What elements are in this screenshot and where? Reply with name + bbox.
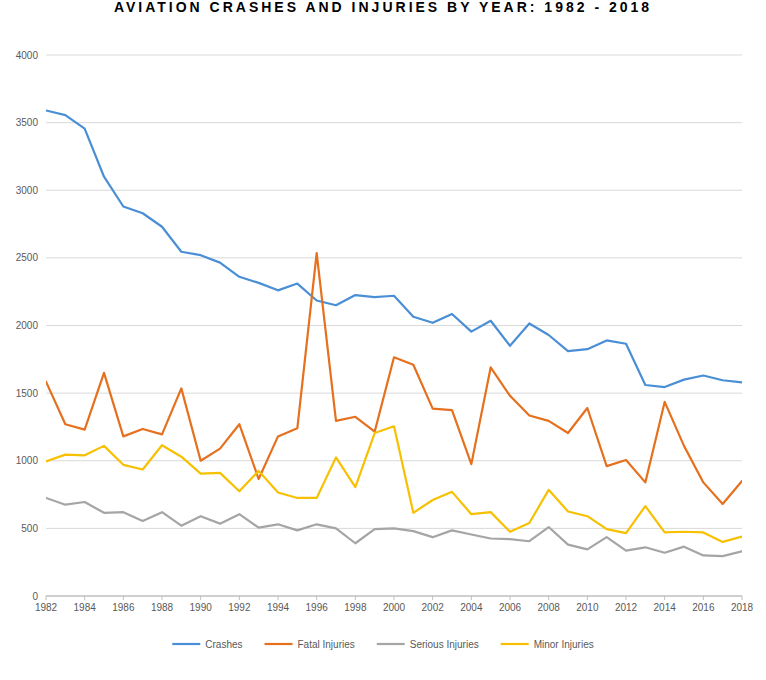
y-tick-label: 3500 [16,117,39,128]
grid-line [46,55,742,56]
legend-label: Fatal Injuries [298,639,355,650]
x-tick-label: 1994 [267,602,290,613]
x-tick [123,596,124,600]
x-tick-label: 1986 [112,602,135,613]
x-tick [239,596,240,600]
x-tick [587,596,588,600]
x-tick [664,596,665,600]
x-tick-label: 2006 [499,602,522,613]
grid-line [46,257,742,258]
chart: AVIATION CRASHES AND INJURIES BY YEAR: 1… [0,0,766,680]
x-tick-label: 1988 [151,602,174,613]
y-tick-label: 2000 [16,320,39,331]
legend-label: Serious Injuries [410,639,479,650]
x-tick [46,596,47,600]
x-tick-label: 2000 [383,602,406,613]
legend-label: Minor Injuries [534,639,594,650]
x-tick-label: 2016 [692,602,715,613]
x-tick [162,596,163,600]
x-tick [84,596,85,600]
x-tick [703,596,704,600]
x-tick [510,596,511,600]
y-tick-label: 2500 [16,252,39,263]
legend-label: Crashes [205,639,242,650]
y-tick-label: 1500 [16,388,39,399]
legend-swatch [172,643,200,645]
x-tick-label: 2012 [615,602,638,613]
legend-swatch [377,643,405,645]
series-line [46,253,742,504]
x-tick [394,596,395,600]
grid-line [46,190,742,191]
x-tick-label: 2002 [422,602,445,613]
series-line [46,498,742,556]
x-tick [200,596,201,600]
x-tick [626,596,627,600]
series-line [46,110,742,387]
y-tick-label: 0 [32,591,38,602]
x-tick [742,596,743,600]
y-tick-label: 4000 [16,50,39,61]
legend: Crashes Fatal Injuries Serious Injuries Min… [172,639,593,650]
y-tick-label: 1000 [16,455,39,466]
x-tick-label: 2008 [538,602,561,613]
x-tick-label: 2018 [731,602,754,613]
series-line [46,426,742,542]
plot-area [46,110,742,556]
x-tick [316,596,317,600]
x-tick-label: 2004 [460,602,483,613]
legend-swatch [265,643,293,645]
grid-line [46,325,742,326]
title: AVIATION CRASHES AND INJURIES BY YEAR: 1… [114,0,652,15]
x-tick-label: 1982 [35,602,58,613]
x-tick-label: 2010 [576,602,599,613]
grid-line [46,393,742,394]
x-tick-label: 2014 [654,602,677,613]
x-tick [548,596,549,600]
x-tick [471,596,472,600]
y-tick-label: 500 [21,523,38,534]
x-tick-label: 1992 [228,602,251,613]
y-tick-label: 3000 [16,185,39,196]
x-tick-label: 1984 [74,602,97,613]
x-tick [355,596,356,600]
x-tick-label: 1998 [344,602,367,613]
x-tick [432,596,433,600]
legend-swatch [501,643,529,645]
grid-line [46,122,742,123]
x-tick [278,596,279,600]
x-tick-label: 1990 [190,602,213,613]
x-tick-label: 1996 [306,602,329,613]
